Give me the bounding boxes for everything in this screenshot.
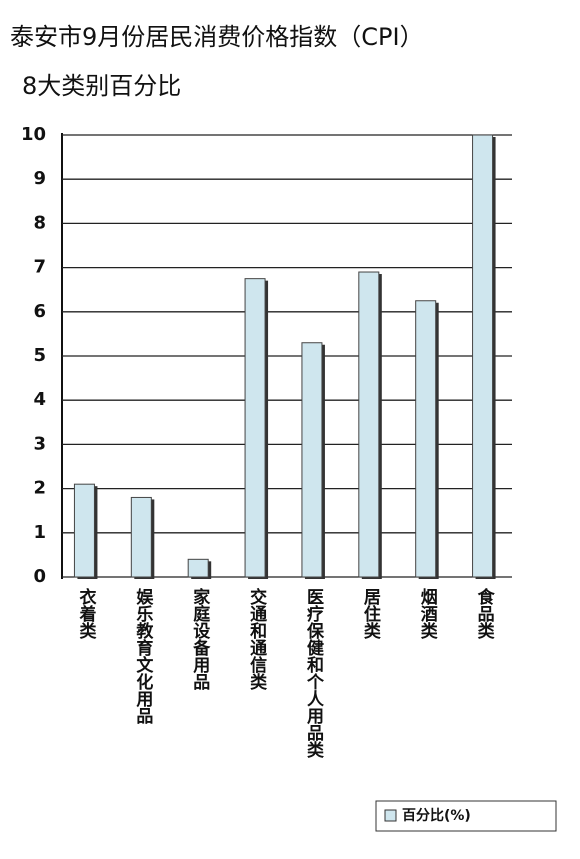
chart-subtitle: 8大类别百分比	[22, 72, 181, 100]
chart-title: 泰安市9月份居民消费价格指数（CPI）	[10, 23, 424, 51]
x-tick-label: 交通和通信类	[246, 587, 267, 691]
y-tick-label: 5	[33, 345, 46, 366]
y-tick-label: 8	[33, 212, 46, 233]
x-tick-label: 家庭设备用品	[189, 587, 211, 691]
y-tick-label: 3	[33, 433, 46, 454]
y-tick-label: 7	[33, 257, 46, 278]
legend-box	[375, 800, 557, 832]
y-tick-label: 10	[21, 124, 46, 145]
bar	[244, 278, 266, 578]
x-tick-label: 食品类	[474, 587, 495, 640]
y-tick-label: 2	[33, 478, 46, 499]
bar	[130, 496, 152, 578]
x-tick-label: 医疗保健和个人用品类	[303, 588, 325, 759]
bar	[301, 342, 323, 578]
y-tick-label: 0	[33, 566, 46, 587]
bar	[73, 483, 95, 578]
bar	[187, 558, 209, 578]
y-tick-label: 1	[33, 522, 46, 543]
y-tick-label: 6	[33, 301, 46, 322]
legend-label: 百分比(%)	[402, 807, 471, 824]
legend-swatch	[384, 809, 397, 822]
bar	[415, 300, 437, 578]
y-tick-label: 9	[33, 168, 46, 189]
x-tick-label: 衣着类	[75, 587, 97, 640]
x-tick-label: 烟酒类	[417, 587, 438, 640]
y-tick-label: 4	[33, 389, 46, 410]
bar	[472, 134, 494, 578]
x-tick-label: 居住类	[360, 588, 381, 640]
x-tick-label: 娱乐教育文化用品	[132, 587, 154, 725]
bar	[358, 271, 380, 578]
